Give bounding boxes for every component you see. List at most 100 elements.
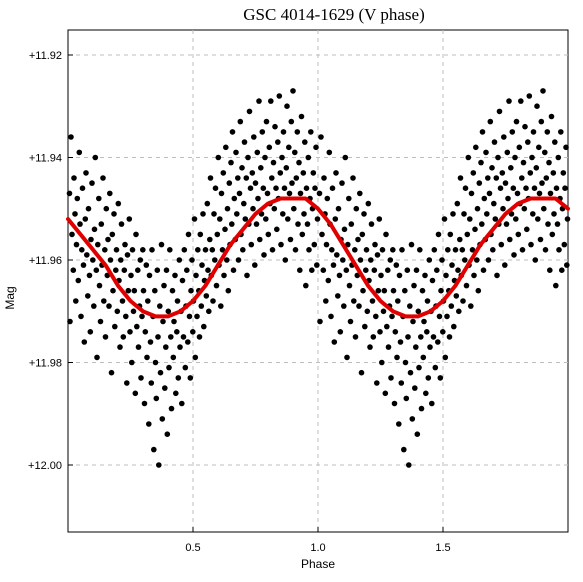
data-point: [264, 190, 271, 197]
data-point: [296, 159, 302, 166]
data-point: [152, 359, 159, 366]
data-point: [339, 180, 345, 186]
data-point: [352, 334, 359, 340]
data-point: [343, 267, 350, 274]
data-point: [172, 272, 178, 279]
data-point: [80, 262, 87, 268]
data-point: [102, 247, 108, 253]
data-point: [68, 134, 74, 140]
data-point: [169, 287, 176, 294]
data-point: [76, 149, 83, 156]
data-point: [305, 154, 312, 161]
data-point: [161, 282, 167, 289]
data-point: [103, 205, 110, 212]
data-point: [511, 252, 517, 258]
data-point: [252, 262, 258, 268]
data-point: [363, 247, 370, 253]
data-point: [102, 334, 109, 340]
data-point: [128, 272, 134, 279]
data-point: [334, 252, 340, 258]
data-point: [502, 180, 509, 186]
data-point: [96, 195, 102, 202]
data-point: [554, 221, 561, 227]
data-point: [402, 359, 409, 366]
data-point: [148, 380, 155, 386]
data-point: [430, 334, 437, 340]
data-point: [126, 216, 133, 222]
data-point: [90, 257, 96, 263]
data-point: [299, 231, 306, 238]
data-point: [163, 267, 170, 274]
data-point: [379, 247, 386, 253]
data-point: [184, 267, 190, 274]
data-point: [341, 303, 347, 309]
data-point: [316, 190, 323, 197]
data-point: [259, 129, 266, 135]
data-point: [405, 334, 411, 340]
data-point: [461, 211, 467, 217]
data-point: [374, 380, 380, 386]
data-point: [432, 364, 439, 371]
data-point: [547, 190, 554, 197]
data-point: [250, 205, 256, 212]
data-point: [197, 231, 204, 238]
data-point: [528, 241, 534, 248]
data-point: [351, 298, 357, 304]
data-point: [245, 154, 251, 161]
data-point: [100, 175, 106, 181]
data-point: [74, 195, 81, 202]
data-point: [276, 93, 283, 99]
data-point: [78, 313, 84, 320]
data-point: [542, 247, 549, 253]
data-point: [297, 190, 304, 197]
data-point: [286, 190, 293, 197]
data-point: [341, 226, 348, 233]
data-point: [164, 431, 171, 438]
data-point: [489, 165, 495, 171]
data-point: [282, 257, 289, 263]
data-point: [491, 200, 497, 207]
data-point: [94, 354, 100, 361]
data-point: [151, 446, 157, 453]
data-point: [135, 344, 142, 350]
y-tick-label: +11.96: [29, 255, 62, 267]
data-point: [113, 267, 119, 274]
data-point: [114, 308, 121, 315]
data-point: [462, 185, 469, 191]
x-axis-label: Phase: [301, 557, 335, 571]
data-point: [395, 298, 401, 304]
data-point: [155, 334, 161, 340]
data-point: [479, 221, 485, 227]
data-point: [93, 267, 100, 274]
data-point: [253, 221, 260, 227]
data-point: [492, 216, 499, 222]
data-point: [283, 165, 290, 171]
data-point: [469, 247, 476, 253]
data-point: [72, 211, 78, 217]
data-point: [317, 318, 323, 325]
data-point: [479, 129, 486, 135]
data-point: [146, 421, 152, 427]
data-point: [277, 170, 284, 176]
data-point: [464, 231, 471, 238]
data-point: [357, 190, 363, 197]
data-point: [96, 282, 103, 289]
data-point: [410, 318, 416, 325]
data-point: [89, 180, 95, 186]
data-point: [287, 236, 294, 243]
data-point: [415, 308, 422, 315]
data-point: [278, 241, 284, 248]
data-point: [187, 375, 194, 381]
data-point: [109, 231, 116, 238]
data-point: [399, 247, 405, 253]
data-point: [542, 149, 548, 156]
data-point: [251, 134, 257, 140]
data-point: [198, 303, 205, 309]
data-point: [383, 231, 389, 238]
data-point: [426, 257, 433, 263]
data-point: [142, 329, 149, 335]
data-point: [510, 185, 517, 191]
data-point: [124, 380, 130, 386]
y-tick-label: +12.00: [28, 460, 62, 472]
data-point: [460, 298, 466, 304]
